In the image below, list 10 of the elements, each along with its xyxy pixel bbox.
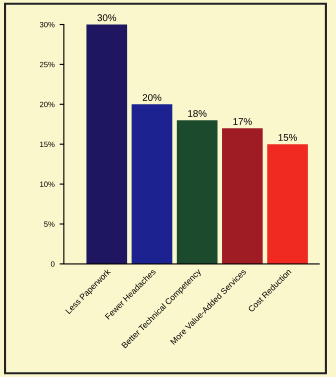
data-label: 18%	[188, 110, 207, 117]
data-label: 17%	[233, 118, 252, 125]
bar	[222, 128, 263, 264]
bar	[86, 24, 128, 264]
bar	[176, 120, 218, 264]
data-label: 15%	[278, 134, 297, 141]
bar	[132, 104, 172, 264]
data-label: 20%	[142, 94, 162, 101]
bar	[267, 144, 308, 264]
data-label: 30%	[97, 14, 116, 22]
